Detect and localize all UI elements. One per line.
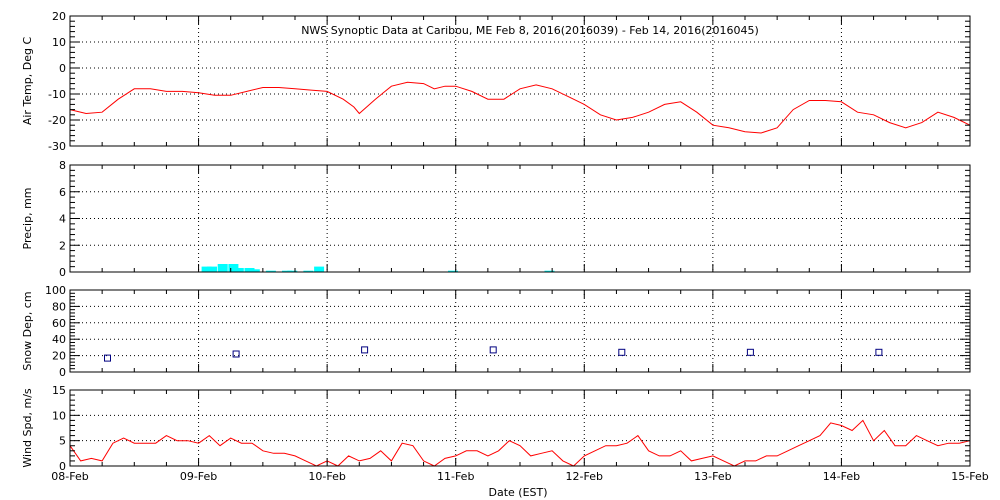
precip-bar	[282, 270, 292, 272]
y-tick-label: -10	[48, 88, 66, 101]
precip-bar	[287, 270, 298, 272]
snow-depth-point	[618, 348, 626, 356]
y-tick-label: 5	[59, 435, 66, 448]
chart-panels: -30 -20 -10 0 10 20 Air Temp, Deg C 0 2 4 6 8 Precip…	[21, 10, 971, 473]
chart-title: NWS Synoptic Data at Caribou, ME Feb 8, …	[301, 24, 759, 37]
precip-bar	[233, 268, 244, 272]
y-tick-label: 100	[45, 284, 66, 297]
y-tick-label: 6	[59, 186, 66, 199]
precip-bar	[265, 270, 276, 272]
precip-bar	[244, 268, 255, 272]
panel-precip: 0 2 4 6 8 Precip, mm	[21, 159, 971, 279]
y-axis-label: Precip, mm	[21, 188, 34, 250]
y-tick-label: 0	[59, 62, 66, 75]
precip-bar	[228, 264, 239, 272]
y-axis-label: Air Temp, Deg C	[21, 37, 34, 126]
x-tick-labels: 08-Feb 09-Feb 10-Feb 11-Feb 12-Feb 13-Feb 14-F…	[51, 470, 988, 483]
y-tick-label: 80	[52, 300, 66, 313]
snow-depth-point	[232, 350, 240, 358]
panel-wind: 0 5 10 15 Wind Spd, m/s	[21, 384, 971, 473]
y-axis-label: Wind Spd, m/s	[21, 388, 34, 468]
y-tick-label: 0	[59, 266, 66, 279]
snow-depth-point	[489, 346, 497, 354]
y-tick-label: 10	[52, 36, 66, 49]
x-axis-label: Date (EST)	[488, 486, 547, 499]
y-tick-label: 0	[59, 460, 66, 473]
x-tick-label: 12-Feb	[566, 470, 603, 483]
precip-bar	[544, 270, 555, 272]
y-tick-label: 20	[52, 350, 66, 363]
precip-bar	[201, 266, 212, 272]
y-tick-label: 20	[52, 10, 66, 23]
x-tick-label: 09-Feb	[180, 470, 217, 483]
y-tick-label: 8	[59, 159, 66, 172]
precip-bar	[314, 266, 325, 272]
y-tick-label: -30	[48, 140, 66, 153]
x-tick-label: 11-Feb	[437, 470, 474, 483]
snow-depth-point	[875, 348, 883, 356]
snow-depth-point	[361, 346, 369, 354]
snow-depth-point	[746, 348, 754, 356]
y-tick-label: 2	[59, 239, 66, 252]
x-tick-label: 15-Feb	[951, 470, 988, 483]
y-tick-label: 0	[59, 366, 66, 379]
x-tick-label: 13-Feb	[694, 470, 731, 483]
y-tick-label: 15	[52, 384, 66, 397]
y-tick-label: 10	[52, 409, 66, 422]
precip-bar	[217, 264, 228, 272]
y-tick-label: 60	[52, 317, 66, 330]
x-tick-label: 08-Feb	[51, 470, 88, 483]
precip-bar	[303, 270, 314, 272]
wind-series-line	[69, 419, 971, 467]
y-axis-label: Snow Dep, cm	[21, 291, 34, 370]
y-tick-label: 40	[52, 333, 66, 346]
temp-series-line	[69, 81, 971, 134]
precip-bar	[207, 266, 217, 272]
panel-snow: 0 20 40 60 80 100 Snow Dep, cm	[21, 284, 971, 379]
panel-temp: -30 -20 -10 0 10 20 Air Temp, Deg C	[21, 10, 971, 153]
panel-frame	[69, 289, 971, 373]
panel-frame	[69, 389, 971, 467]
precip-bar	[249, 269, 260, 272]
snow-depth-point	[104, 354, 111, 362]
precip-bar	[448, 270, 458, 272]
x-tick-label: 14-Feb	[823, 470, 860, 483]
x-tick-label: 10-Feb	[308, 470, 345, 483]
y-tick-label: 4	[59, 213, 66, 226]
y-tick-label: -20	[48, 114, 66, 127]
